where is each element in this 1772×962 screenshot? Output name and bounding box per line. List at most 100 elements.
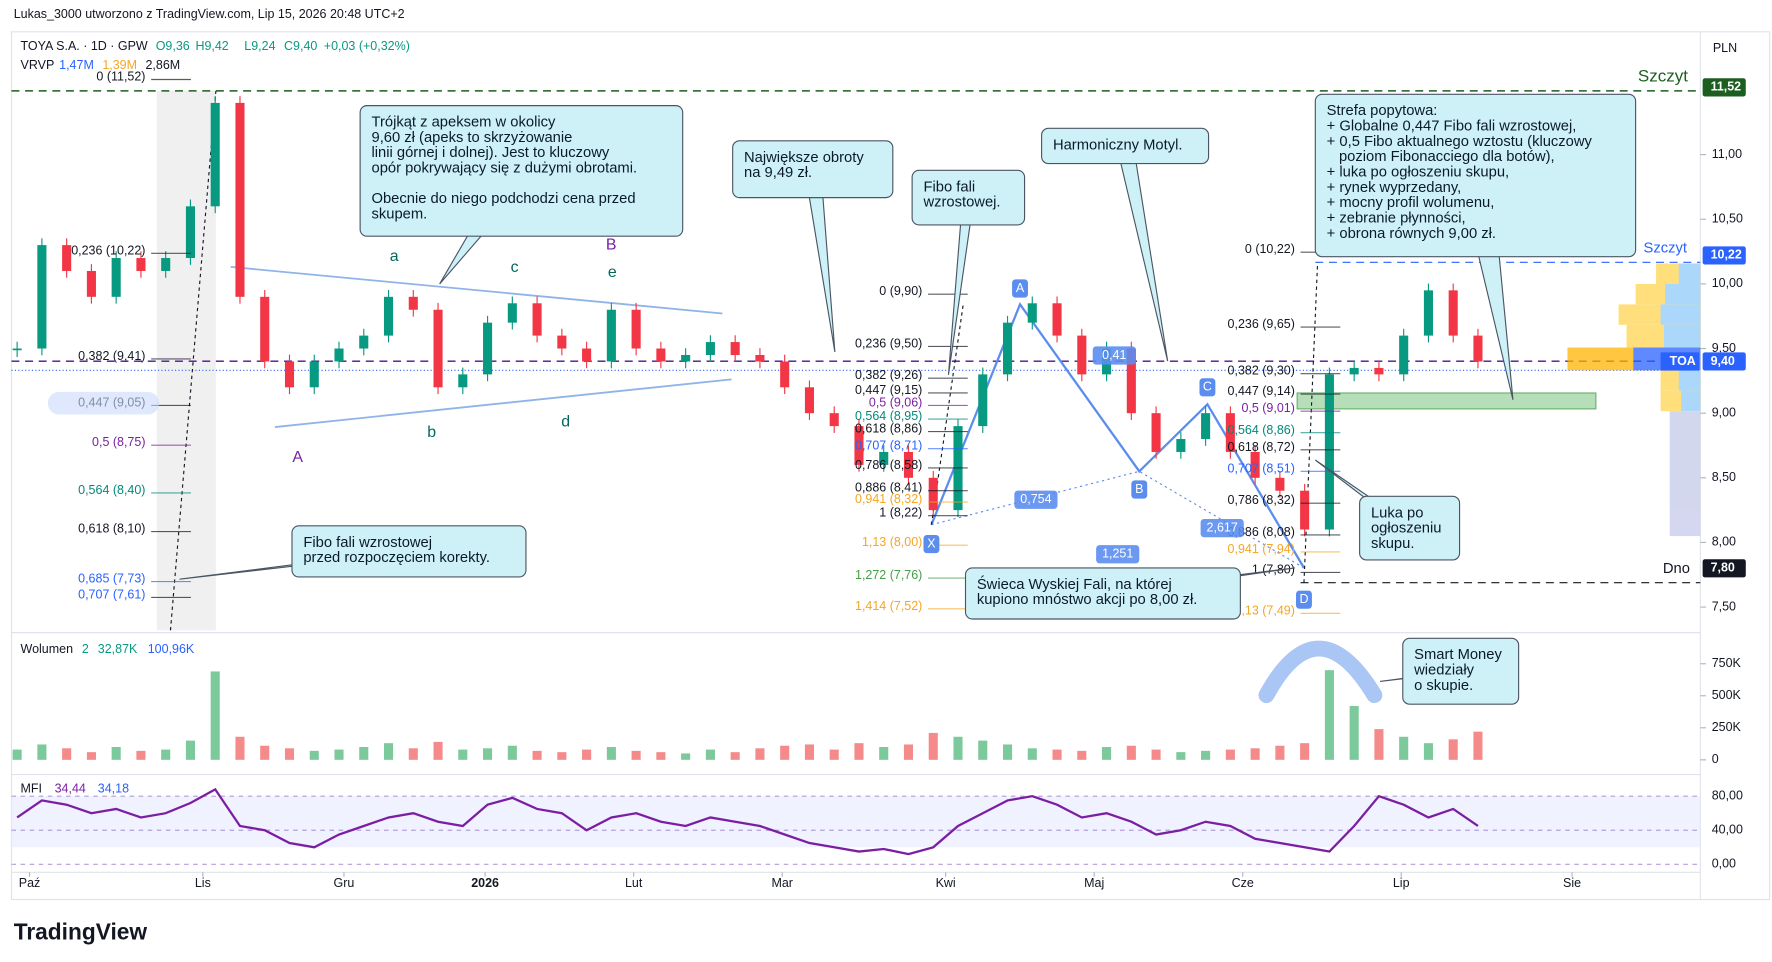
volume-bar <box>1448 739 1458 760</box>
change: +0,03 (+0,32%) <box>324 39 410 53</box>
volume-bar <box>136 750 146 760</box>
fib-label: 0,564 (8,95) <box>855 409 922 423</box>
volume-bar <box>1275 745 1285 760</box>
bottom-label: Dno <box>1663 561 1690 577</box>
callout-text: Luka po <box>1371 505 1424 521</box>
volume-bar <box>37 744 47 760</box>
ratio-label: 2,617 <box>1207 520 1238 534</box>
candle <box>111 258 121 297</box>
x-tick-label: Paź <box>19 876 41 890</box>
callout-text: linii górnej i dolnej). Jest to kluczowy <box>371 145 609 161</box>
callout-text: Obecnie do niego podchodzi cena przed <box>371 191 635 207</box>
vrvp-value: 1,39M <box>102 58 137 72</box>
fib-label: 0 (10,22) <box>1245 242 1295 256</box>
wave-label: A <box>292 449 303 466</box>
candle <box>12 348 22 351</box>
volume-bar <box>210 671 220 760</box>
candle <box>582 348 592 362</box>
candle <box>1324 374 1334 530</box>
top-label: Szczyt <box>1638 67 1688 86</box>
price-badge <box>1702 352 1746 371</box>
fib-label: 0,707 (8,71) <box>855 439 922 453</box>
vrvp-value: 2,86M <box>145 58 180 72</box>
candle <box>210 102 220 207</box>
fib-label: 0,5 (8,75) <box>92 435 145 449</box>
candle <box>854 426 864 465</box>
callout-text: poziom Fibonacciego dla botów), <box>1327 149 1555 165</box>
brand: TradingView <box>14 919 148 945</box>
callout <box>291 525 527 578</box>
callout <box>1402 637 1520 705</box>
volume-bar <box>730 752 740 760</box>
volume-bar <box>705 749 715 760</box>
candle <box>334 348 344 362</box>
volume-bar <box>1077 750 1087 760</box>
volume-profile <box>1567 263 1701 537</box>
volume-bar <box>284 748 295 760</box>
x-tick-label: Lis <box>195 876 211 890</box>
candle <box>1027 303 1037 323</box>
fib-label: 0,5 (9,01) <box>1241 401 1294 415</box>
volume-legend: Wolumen <box>21 642 74 656</box>
demand-zone <box>1296 392 1597 410</box>
candle <box>1275 477 1285 491</box>
x-tick-label: 2026 <box>471 876 499 890</box>
ohlc: L9,24 <box>244 39 275 53</box>
volume-bar <box>1027 748 1037 760</box>
fib-label: 0,236 (9,65) <box>1228 317 1295 331</box>
candle <box>879 451 889 465</box>
callout-text: Świeca Wyskiej Fali, na której <box>977 575 1172 593</box>
volume-bar <box>458 749 468 760</box>
callout <box>359 105 684 237</box>
ratio-badge <box>1092 346 1136 365</box>
y-tick-label: 500K <box>1712 688 1742 702</box>
y-tick-label: 7,50 <box>1712 599 1736 613</box>
fib-trend <box>1303 262 1319 583</box>
callout-pointer <box>947 197 975 375</box>
candle <box>705 342 715 355</box>
volume-bar <box>1374 729 1384 760</box>
fib-label: 1,13 (7,49) <box>1234 603 1294 617</box>
x-tick-label: Lip <box>1393 876 1410 890</box>
candle <box>37 245 47 349</box>
volume-bar <box>1324 670 1334 760</box>
mfi-legend: 34,44 <box>55 782 86 796</box>
callout-text: Harmoniczny Motyl. <box>1053 137 1183 153</box>
fib-label: 0,564 (8,86) <box>1228 423 1295 437</box>
fib-label: 1,13 (8,00) <box>862 535 922 549</box>
volume-bar <box>854 743 864 760</box>
volume-bar <box>408 748 418 760</box>
triangle-upper <box>230 266 723 315</box>
fib-label: 0,707 (7,61) <box>78 587 145 601</box>
candle <box>408 296 418 310</box>
fib-label: 0,941 (7,94) <box>1228 542 1295 556</box>
y-tick-label: 10,50 <box>1712 212 1743 226</box>
y-tick-label: 250K <box>1712 720 1742 734</box>
fib-label: 0,447 (9,15) <box>855 383 922 397</box>
author: Lukas_3000 utworzono z TradingView.com, … <box>14 7 405 21</box>
volume-bar <box>1176 752 1186 760</box>
wave-label: d <box>561 414 570 431</box>
price-badge-label: 11,52 <box>1711 80 1742 94</box>
harmonic-label: X <box>927 536 936 550</box>
ratio-label: 0,754 <box>1020 492 1051 506</box>
volume-bar <box>161 749 171 760</box>
y-tick-label: 0 <box>1712 752 1719 766</box>
harmonic-label: D <box>1299 592 1308 606</box>
harmonic-pattern <box>930 302 1305 569</box>
candle <box>557 335 567 349</box>
candle <box>1077 335 1087 375</box>
frame <box>10 31 1771 901</box>
volume-bar <box>953 736 963 760</box>
fib-label: 0,886 (8,08) <box>1228 525 1295 539</box>
fib-label: 0,5 (9,06) <box>869 395 922 409</box>
fib-label: 0,382 (9,41) <box>78 349 145 363</box>
callout-text: + mocny profil wolumenu, <box>1327 195 1495 211</box>
ohlc: O9,36 <box>156 39 190 53</box>
candle <box>62 245 72 271</box>
volume-bar <box>978 740 988 760</box>
volume-bar <box>260 745 270 760</box>
fib-label: 0,382 (9,30) <box>1228 364 1295 378</box>
y-tick-label: 8,50 <box>1712 470 1736 484</box>
wave-label: a <box>390 248 399 265</box>
